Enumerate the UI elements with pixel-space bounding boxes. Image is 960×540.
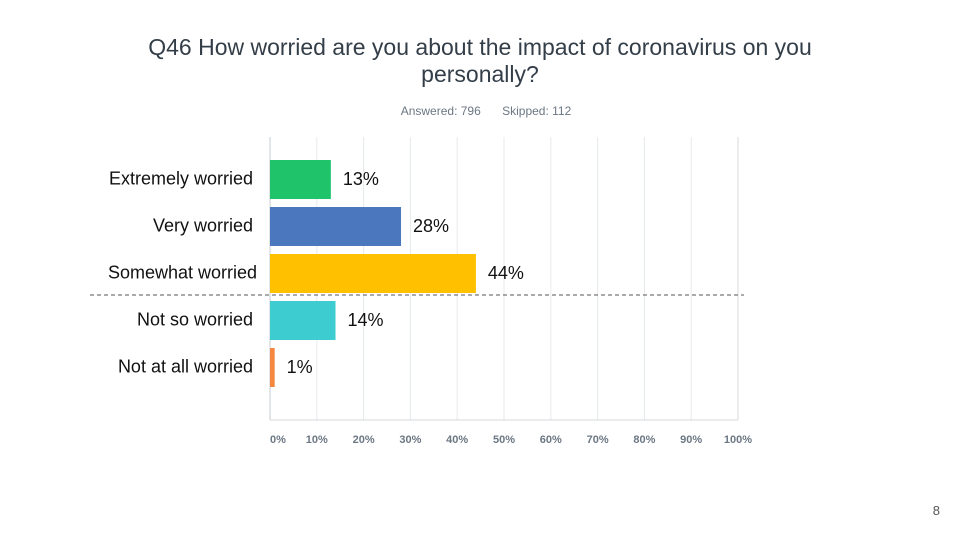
value-label: 1%: [287, 357, 313, 377]
x-tick-label: 10%: [306, 434, 328, 446]
value-label: 28%: [413, 216, 449, 236]
bar: [270, 207, 402, 246]
category-label: Not so worried: [137, 310, 253, 330]
x-tick-label: 70%: [587, 434, 609, 446]
category-label: Very worried: [153, 216, 253, 236]
x-tick-label: 90%: [680, 434, 702, 446]
x-tick-label: 100%: [724, 434, 752, 446]
x-tick-label: 60%: [540, 434, 562, 446]
x-tick-label: 80%: [633, 434, 655, 446]
x-tick-label: 0%: [270, 434, 286, 446]
labels: 0% 10% 20% 30% 40% 50% 60% 70% 80% 90% 100% Extreme…: [90, 169, 752, 446]
category-label: Somewhat worried: [108, 263, 257, 283]
bars: [270, 160, 476, 387]
value-label: 13%: [343, 169, 379, 189]
value-label: 14%: [348, 310, 384, 330]
category-label: Not at all worried: [118, 357, 253, 377]
x-tick-label: 30%: [399, 434, 421, 446]
category-label: Extremely worried: [109, 169, 253, 189]
value-label: 44%: [488, 263, 524, 283]
bar: [270, 301, 336, 340]
bar: [270, 348, 275, 387]
skipped-count: Skipped: 112: [502, 104, 572, 118]
page-number: 8: [932, 503, 940, 518]
bar: [270, 160, 331, 199]
x-tick-label: 20%: [353, 434, 375, 446]
response-stats: Answered: 796 Skipped: 112: [0, 104, 960, 118]
bar: [270, 254, 476, 293]
answered-count: Answered: 796: [400, 104, 481, 118]
x-tick-label: 40%: [446, 434, 468, 446]
x-tick-label: 50%: [493, 434, 515, 446]
chart-title: Q46 How worried are you about the impact…: [148, 34, 812, 87]
